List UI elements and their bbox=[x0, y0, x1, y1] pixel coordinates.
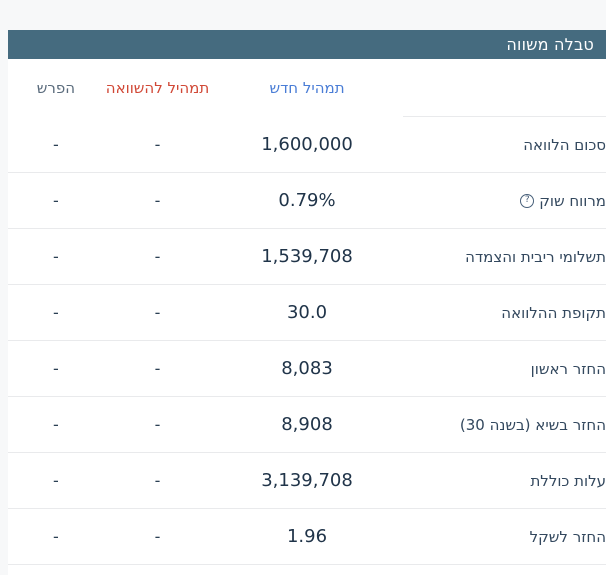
difference-value: - bbox=[52, 359, 59, 378]
compare-value: - bbox=[154, 471, 161, 490]
compare-value: - bbox=[154, 247, 161, 266]
table-row-interest-indexation: תשלומי ריבית והצמדה 1,539,708 - - bbox=[8, 229, 606, 285]
title-bar: טבלה משווה bbox=[8, 30, 606, 59]
column-header-difference: הפרש bbox=[36, 79, 75, 97]
difference-value: - bbox=[52, 247, 59, 266]
difference-value: - bbox=[52, 471, 59, 490]
difference-value: - bbox=[52, 135, 59, 154]
comparison-table: תמהיל חדש תמהיל להשוואה הפרש סכום הלוואה… bbox=[8, 59, 606, 565]
new-mix-value: 8,908 bbox=[281, 414, 333, 435]
column-header-compare-mix: תמהיל להשוואה bbox=[105, 79, 210, 97]
difference-value: - bbox=[52, 415, 59, 434]
table-row-loan-amount: סכום הלוואה 1,600,000 - - bbox=[8, 117, 606, 173]
page-title: טבלה משווה bbox=[506, 35, 594, 54]
difference-value: - bbox=[52, 191, 59, 210]
table-header-row: תמהיל חדש תמהיל להשוואה הפרש bbox=[8, 59, 606, 117]
compare-value: - bbox=[154, 135, 161, 154]
table-row-peak-payment: החזר בשיא (בשנה 30) 8,908 - - bbox=[8, 397, 606, 453]
new-mix-value: 1,539,708 bbox=[261, 246, 353, 267]
row-label: תשלומי ריבית והצמדה bbox=[465, 247, 606, 266]
row-label: החזר בשיא (בשנה 30) bbox=[459, 415, 606, 434]
compare-value: - bbox=[154, 415, 161, 434]
difference-value: - bbox=[52, 527, 59, 546]
row-label: סכום הלוואה bbox=[523, 135, 606, 154]
row-label: עלות כוללת bbox=[530, 471, 606, 490]
new-mix-value: 1,600,000 bbox=[261, 134, 353, 155]
row-label: מרווח שוק ? bbox=[403, 192, 606, 210]
new-mix-value: 3,139,708 bbox=[261, 470, 353, 491]
row-label: החזר לשקל bbox=[529, 527, 606, 546]
row-label: תקופת ההלוואה bbox=[501, 303, 606, 322]
compare-value: - bbox=[154, 359, 161, 378]
compare-value: - bbox=[154, 303, 161, 322]
header-label-spacer bbox=[402, 59, 606, 117]
comparison-table-card: טבלה משווה תמהיל חדש תמהיל להשוואה הפרש … bbox=[8, 30, 606, 575]
table-row-loan-period: תקופת ההלוואה 30.0 - - bbox=[8, 285, 606, 341]
new-mix-value: 8,083 bbox=[281, 358, 333, 379]
help-icon[interactable]: ? bbox=[520, 193, 535, 208]
column-header-new-mix: תמהיל חדש bbox=[269, 79, 345, 97]
table-row-payment-per-shekel: החזר לשקל 1.96 - - bbox=[8, 509, 606, 565]
new-mix-value: 30.0 bbox=[286, 302, 328, 323]
table-row-first-payment: החזר ראשון 8,083 - - bbox=[8, 341, 606, 397]
compare-value: - bbox=[154, 191, 161, 210]
compare-value: - bbox=[154, 527, 161, 546]
table-row-market-margin: מרווח שוק ? 0.79% - - bbox=[8, 173, 606, 229]
difference-value: - bbox=[52, 303, 59, 322]
new-mix-value: 1.96 bbox=[286, 526, 328, 547]
table-row-total-cost: עלות כוללת 3,139,708 - - bbox=[8, 453, 606, 509]
new-mix-value: 0.79% bbox=[278, 190, 336, 211]
row-label: החזר ראשון bbox=[530, 359, 606, 378]
